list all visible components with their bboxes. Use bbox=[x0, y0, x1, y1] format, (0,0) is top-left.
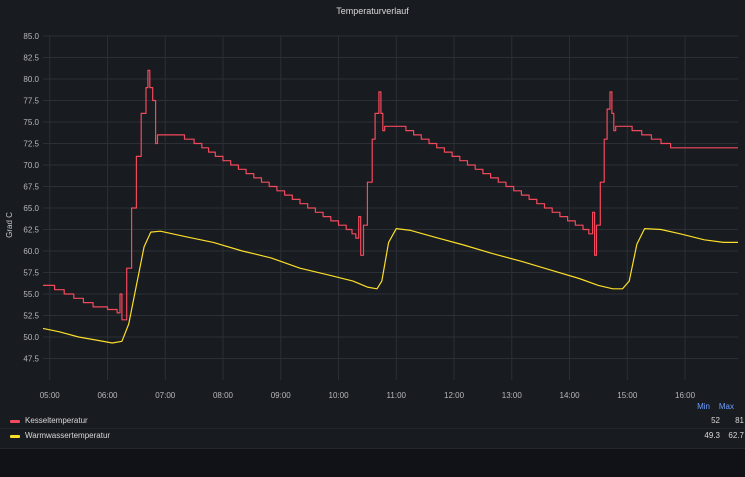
legend-min-value: 52 bbox=[711, 416, 720, 425]
y-tick-label: 57.5 bbox=[23, 269, 39, 278]
y-tick-label: 67.5 bbox=[23, 183, 39, 192]
legend-max-header[interactable]: Max bbox=[718, 402, 734, 411]
line-chart[interactable]: 47.5 50.0 52.5 55.0 57.5 60.0 62.5 65.0 67.5 70.0… bbox=[0, 0, 745, 400]
legend-min-value: 49.3 bbox=[704, 431, 720, 440]
legend-min-header[interactable]: Min bbox=[697, 402, 710, 411]
y-tick-label: 50.0 bbox=[23, 333, 39, 342]
y-axis-label: Grad C bbox=[5, 212, 14, 238]
y-tick-label: 75.0 bbox=[23, 118, 39, 127]
legend-series-name[interactable]: Warmwassertemperatur bbox=[25, 431, 111, 440]
y-tick-label: 80.0 bbox=[23, 75, 39, 84]
y-tick-label: 62.5 bbox=[23, 226, 39, 235]
kessel-color-swatch bbox=[10, 420, 20, 423]
warmwassertemperatur-line[interactable] bbox=[42, 228, 738, 344]
x-tick-label: 11:00 bbox=[387, 391, 407, 400]
chart-panel: Temperaturverlauf 47.5 50.0 52.5 55.0 57.5 60… bbox=[0, 0, 745, 449]
y-tick-label: 47.5 bbox=[23, 355, 39, 364]
x-tick-label: 07:00 bbox=[155, 391, 176, 400]
legend-divider bbox=[0, 428, 745, 429]
x-tick-label: 10:00 bbox=[329, 391, 350, 400]
y-tick-label: 55.0 bbox=[23, 290, 39, 299]
x-tick-label: 15:00 bbox=[617, 391, 638, 400]
y-tick-label: 72.5 bbox=[23, 140, 39, 149]
y-tick-label: 60.0 bbox=[23, 247, 39, 256]
legend-series-name[interactable]: Kesseltemperatur bbox=[25, 416, 88, 425]
warmwasser-color-swatch bbox=[10, 435, 20, 438]
legend-max-value: 81 bbox=[735, 416, 744, 425]
y-tick-label: 70.0 bbox=[23, 161, 39, 170]
x-tick-label: 05:00 bbox=[40, 391, 61, 400]
x-tick-label: 08:00 bbox=[213, 391, 234, 400]
y-tick-label: 65.0 bbox=[23, 204, 39, 213]
x-tick-label: 06:00 bbox=[97, 391, 118, 400]
legend-max-value: 62.7 bbox=[728, 431, 744, 440]
legend-item-kesseltemperatur[interactable]: Kesseltemperatur 52 81 bbox=[10, 415, 744, 429]
y-tick-label: 82.5 bbox=[23, 54, 39, 63]
x-tick-label: 14:00 bbox=[560, 391, 581, 400]
y-tick-label: 77.5 bbox=[23, 97, 39, 106]
y-tick-label: 52.5 bbox=[23, 312, 39, 321]
x-tick-label: 09:00 bbox=[271, 391, 292, 400]
legend-item-warmwassertemperatur[interactable]: Warmwassertemperatur 49.3 62.7 bbox=[10, 430, 744, 444]
panel-title: Temperaturverlauf bbox=[336, 6, 409, 16]
x-tick-label: 16:00 bbox=[675, 391, 696, 400]
y-tick-label: 85.0 bbox=[23, 32, 39, 41]
kesseltemperatur-line[interactable] bbox=[43, 69, 738, 321]
x-tick-label: 13:00 bbox=[502, 391, 523, 400]
x-tick-label: 12:00 bbox=[444, 391, 465, 400]
